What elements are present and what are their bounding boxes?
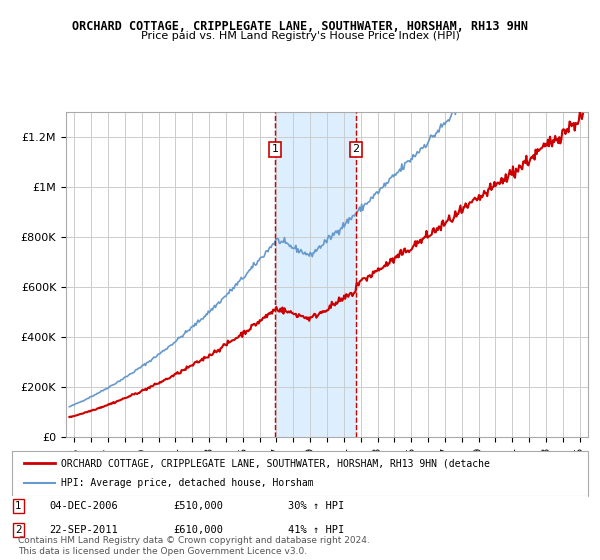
Text: 30% ↑ HPI: 30% ↑ HPI bbox=[289, 501, 345, 511]
Text: Contains HM Land Registry data © Crown copyright and database right 2024.
This d: Contains HM Land Registry data © Crown c… bbox=[18, 536, 370, 556]
Text: £510,000: £510,000 bbox=[173, 501, 223, 511]
Text: 41% ↑ HPI: 41% ↑ HPI bbox=[289, 525, 345, 535]
Text: £610,000: £610,000 bbox=[173, 525, 223, 535]
Text: 04-DEC-2006: 04-DEC-2006 bbox=[49, 501, 118, 511]
Text: 1: 1 bbox=[15, 501, 22, 511]
Text: 22-SEP-2011: 22-SEP-2011 bbox=[49, 525, 118, 535]
Text: Price paid vs. HM Land Registry's House Price Index (HPI): Price paid vs. HM Land Registry's House … bbox=[140, 31, 460, 41]
Text: 2: 2 bbox=[15, 525, 22, 535]
Text: ORCHARD COTTAGE, CRIPPLEGATE LANE, SOUTHWATER, HORSHAM, RH13 9HN (detache: ORCHARD COTTAGE, CRIPPLEGATE LANE, SOUTH… bbox=[61, 458, 490, 468]
FancyBboxPatch shape bbox=[12, 451, 588, 496]
FancyBboxPatch shape bbox=[12, 496, 588, 552]
Text: 1: 1 bbox=[272, 144, 278, 155]
Text: 2: 2 bbox=[353, 144, 359, 155]
Text: ORCHARD COTTAGE, CRIPPLEGATE LANE, SOUTHWATER, HORSHAM, RH13 9HN: ORCHARD COTTAGE, CRIPPLEGATE LANE, SOUTH… bbox=[72, 20, 528, 32]
Bar bbox=[275, 112, 356, 437]
Text: HPI: Average price, detached house, Horsham: HPI: Average price, detached house, Hors… bbox=[61, 478, 314, 488]
